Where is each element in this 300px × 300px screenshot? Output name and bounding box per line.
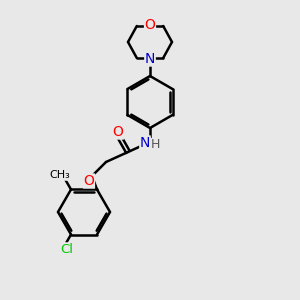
Text: N: N [140,136,150,150]
Text: O: O [112,125,123,139]
Text: Cl: Cl [60,243,73,256]
Text: O: O [84,174,94,188]
Text: H: H [150,139,160,152]
Text: N: N [145,52,155,66]
Text: CH₃: CH₃ [49,170,70,180]
Text: O: O [145,18,155,32]
